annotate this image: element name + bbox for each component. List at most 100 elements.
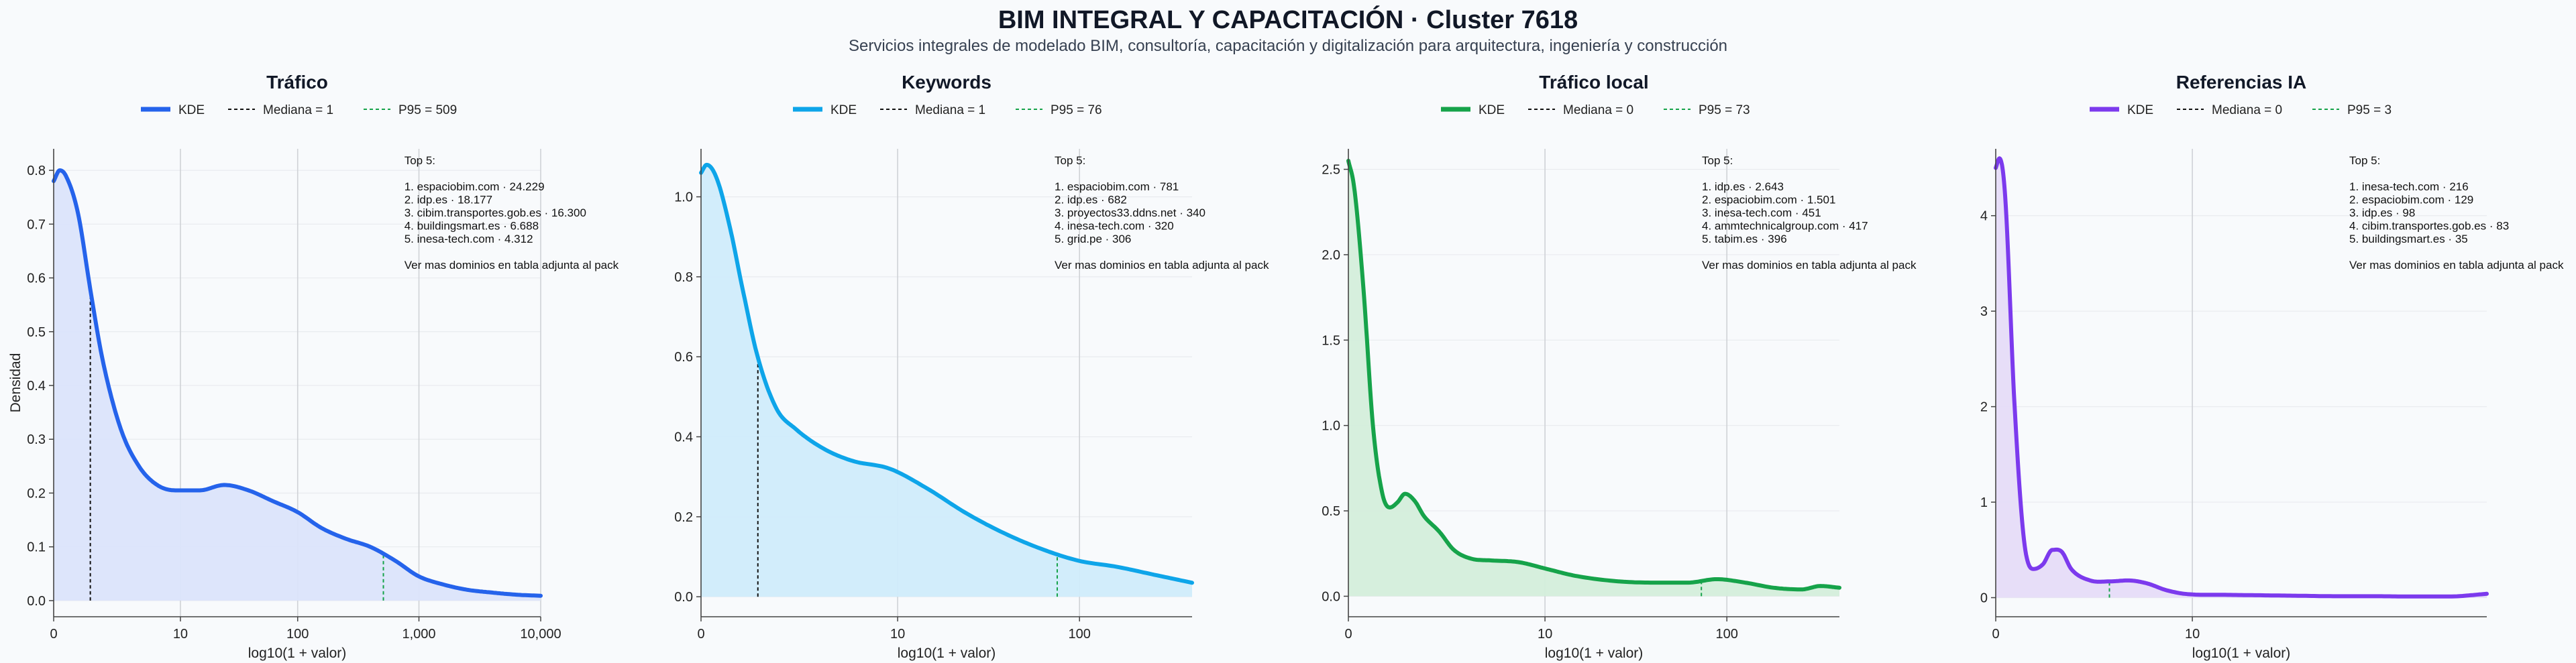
legend-median-label: Mediana = 0 bbox=[1563, 103, 1633, 117]
chart-title: BIM INTEGRAL Y CAPACITACIÓN · Cluster 76… bbox=[998, 5, 1578, 34]
annotation-line: 5. buildingsmart.es · 35 bbox=[2349, 233, 2468, 245]
annotation-line: 5. tabim.es · 396 bbox=[1702, 233, 1787, 245]
y-tick-label: 0.0 bbox=[1322, 589, 1340, 604]
annotation-line: 3. proyectos33.ddns.net · 340 bbox=[1055, 206, 1205, 219]
y-tick-label: 0.6 bbox=[27, 272, 46, 286]
legend: KDE Mediana = 0 P95 = 3 bbox=[2090, 103, 2392, 117]
legend-kde-label: KDE bbox=[1479, 103, 1505, 117]
y-tick-label: 0.5 bbox=[27, 325, 46, 340]
annotation-line: 4. cibim.transportes.gob.es · 83 bbox=[2349, 220, 2509, 233]
annotation-line: 5. grid.pe · 306 bbox=[1055, 233, 1131, 245]
annotation-line: 2. idp.es · 682 bbox=[1055, 194, 1127, 206]
legend-p95-label: P95 = 73 bbox=[1699, 103, 1750, 117]
y-axis-label: Densidad bbox=[8, 353, 23, 413]
y-tick-label: 0.2 bbox=[674, 510, 693, 525]
kde-area bbox=[1348, 160, 1839, 597]
panel-title: Keywords bbox=[902, 72, 991, 93]
y-tick-label: 1.0 bbox=[674, 190, 693, 205]
legend-median-label: Mediana = 0 bbox=[2212, 103, 2282, 117]
annotation-line: Ver mas dominios en tabla adjunta al pac… bbox=[1055, 259, 1269, 272]
x-tick-label: 10 bbox=[1538, 627, 1552, 642]
legend-p95-label: P95 = 509 bbox=[398, 103, 457, 117]
y-tick-label: 0.8 bbox=[27, 164, 46, 178]
y-tick-label: 0.0 bbox=[27, 594, 46, 609]
x-tick-label: 0 bbox=[697, 627, 704, 642]
annotation-line: 1. inesa-tech.com · 216 bbox=[2349, 180, 2469, 193]
x-tick-label: 100 bbox=[1716, 627, 1738, 642]
y-tick-label: 1.5 bbox=[1322, 333, 1340, 348]
y-tick-label: 3 bbox=[1980, 304, 1988, 319]
legend-median-label: Mediana = 1 bbox=[263, 103, 333, 117]
annotation-line: Ver mas dominios en tabla adjunta al pac… bbox=[1702, 259, 1917, 272]
y-tick-label: 0.7 bbox=[27, 217, 46, 232]
annotation-line: 2. espaciobim.com · 129 bbox=[2349, 194, 2473, 206]
legend: KDE Mediana = 1 P95 = 76 bbox=[793, 103, 1102, 117]
x-axis-label: log10(1 + valor) bbox=[248, 646, 347, 661]
legend-kde-label: KDE bbox=[2127, 103, 2153, 117]
panel-2: Tráfico local KDE Mediana = 0 P95 = 73 0.0 0.… bbox=[1322, 72, 1917, 661]
kde-line bbox=[1994, 156, 2489, 599]
y-tick-label: 0.2 bbox=[27, 486, 46, 501]
annotation-line: 5. inesa-tech.com · 4.312 bbox=[405, 233, 533, 245]
panel-1: Keywords KDE Mediana = 1 P95 = 76 0.0 0.2 0.4 0… bbox=[674, 72, 1269, 661]
y-tick-label: 2.5 bbox=[1322, 163, 1340, 178]
y-tick-label: 0 bbox=[1980, 591, 1988, 606]
kde-line bbox=[1346, 158, 1841, 592]
annotation-line: Top 5: bbox=[405, 154, 435, 167]
annotation-line: 1. espaciobim.com · 781 bbox=[1055, 180, 1179, 193]
x-tick-label: 0 bbox=[1344, 627, 1352, 642]
y-tick-label: 0.6 bbox=[674, 350, 693, 365]
annotation-line: 4. buildingsmart.es · 6.688 bbox=[405, 220, 539, 233]
y-tick-label: 0.5 bbox=[1322, 504, 1340, 519]
y-tick-label: 0.1 bbox=[27, 540, 46, 555]
panel-title: Tráfico bbox=[266, 72, 328, 93]
annotation-line: 3. cibim.transportes.gob.es · 16.300 bbox=[405, 206, 586, 219]
annotation-line: 3. idp.es · 98 bbox=[2349, 206, 2415, 219]
legend-kde-label: KDE bbox=[178, 103, 205, 117]
y-tick-label: 0.3 bbox=[27, 432, 46, 447]
panels-group: Tráfico KDE Mediana = 1 P95 = 509 0.0 0.1 0.2 0… bbox=[8, 72, 2564, 661]
chart-subtitle: Servicios integrales de modelado BIM, co… bbox=[849, 37, 1727, 55]
panel-3: Referencias IA KDE Mediana = 0 P95 = 3 0 1 2 3 4… bbox=[1980, 72, 2564, 661]
kde-line bbox=[52, 168, 543, 598]
kde-line bbox=[699, 162, 1194, 585]
x-axis-label: log10(1 + valor) bbox=[898, 646, 996, 661]
x-tick-label: 1,000 bbox=[402, 627, 435, 642]
legend-median-label: Mediana = 1 bbox=[915, 103, 985, 117]
annotation-line: Top 5: bbox=[1702, 154, 1733, 167]
annotation-line: Top 5: bbox=[2349, 154, 2380, 167]
x-axis-label: log10(1 + valor) bbox=[2192, 646, 2291, 661]
annotation-line: 4. ammtechnicalgroup.com · 417 bbox=[1702, 220, 1868, 233]
x-tick-label: 0 bbox=[1992, 627, 1999, 642]
y-tick-label: 0.0 bbox=[674, 590, 693, 605]
annotation-line: Top 5: bbox=[1055, 154, 1085, 167]
y-tick-label: 1.0 bbox=[1322, 419, 1340, 434]
legend-p95-label: P95 = 76 bbox=[1051, 103, 1102, 117]
y-tick-label: 1 bbox=[1980, 495, 1988, 510]
y-tick-label: 0.4 bbox=[674, 430, 693, 445]
x-tick-label: 10 bbox=[2185, 627, 2200, 642]
annotation-line: Ver mas dominios en tabla adjunta al pac… bbox=[2349, 259, 2564, 272]
x-tick-label: 100 bbox=[286, 627, 309, 642]
x-tick-label: 10 bbox=[173, 627, 188, 642]
legend: KDE Mediana = 0 P95 = 73 bbox=[1441, 103, 1750, 117]
y-tick-label: 0.4 bbox=[27, 379, 46, 394]
annotation-line: 1. idp.es · 2.643 bbox=[1702, 180, 1784, 193]
x-tick-label: 0 bbox=[50, 627, 57, 642]
annotation-line: Ver mas dominios en tabla adjunta al pac… bbox=[405, 259, 619, 272]
y-tick-label: 2.0 bbox=[1322, 248, 1340, 263]
panel-title: Referencias IA bbox=[2176, 72, 2307, 93]
annotation-line: 2. espaciobim.com · 1.501 bbox=[1702, 194, 1835, 206]
legend: KDE Mediana = 1 P95 = 509 bbox=[141, 103, 457, 117]
kde-area bbox=[54, 170, 541, 601]
x-tick-label: 10 bbox=[890, 627, 905, 642]
annotation-line: 2. idp.es · 18.177 bbox=[405, 194, 492, 206]
y-tick-label: 2 bbox=[1980, 400, 1988, 415]
y-tick-label: 4 bbox=[1980, 209, 1988, 224]
annotation-line: 4. inesa-tech.com · 320 bbox=[1055, 220, 1174, 233]
annotation-line: 1. espaciobim.com · 24.229 bbox=[405, 180, 545, 193]
